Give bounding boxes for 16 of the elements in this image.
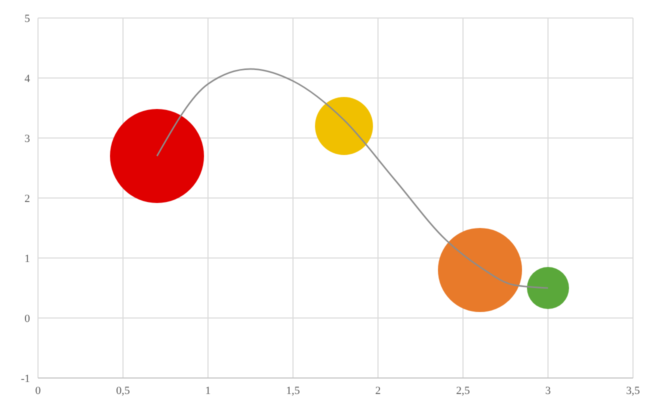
y-tick-label: 2 xyxy=(24,192,30,205)
y-tick-label: -1 xyxy=(20,372,30,385)
x-tick-label: 0 xyxy=(35,384,42,397)
x-tick-label: 2 xyxy=(375,384,381,397)
line-series xyxy=(156,68,549,289)
x-tick-label: 3 xyxy=(545,384,552,397)
x-tick-label: 1 xyxy=(205,384,211,397)
y-tick-label: 3 xyxy=(24,132,30,145)
x-tick-label: 1,5 xyxy=(286,384,300,397)
x-tick-label: 3,5 xyxy=(626,384,640,397)
y-tick-label: 1 xyxy=(24,252,30,265)
y-tick-label: 0 xyxy=(24,312,30,325)
y-tick-label: 5 xyxy=(24,12,30,25)
x-tick-label: 0,5 xyxy=(116,384,130,397)
y-tick-label: 4 xyxy=(24,72,30,85)
x-tick-label: 2,5 xyxy=(456,384,470,397)
